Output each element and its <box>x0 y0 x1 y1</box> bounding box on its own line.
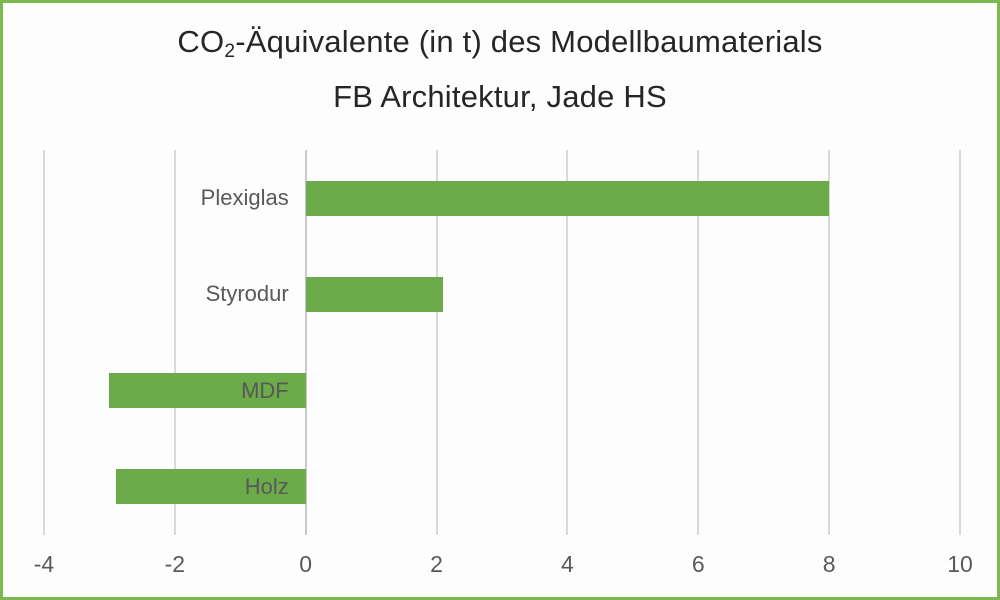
gridline-2 <box>435 150 438 535</box>
gridline--4 <box>43 150 45 535</box>
chart-title-line2: FB Architektur, Jade HS <box>333 79 667 114</box>
gridline-10 <box>959 150 961 535</box>
x-tick-label-8: 8 <box>822 551 836 577</box>
bar-styrodur <box>305 276 444 312</box>
category-label-styrodur: Styrodur <box>205 281 289 307</box>
category-label-plexiglas: Plexiglas <box>200 185 289 211</box>
category-label-mdf: MDF <box>241 377 289 403</box>
x-tick-label-10: 10 <box>947 551 973 577</box>
x-axis-labels: -4 -2 0 2 4 6 8 10 <box>34 535 973 595</box>
chart-title-line1: CO2-Äquivalente (in t) des Modellbaumate… <box>177 24 823 62</box>
gridline-4 <box>566 150 569 535</box>
bar-mdf <box>109 373 306 409</box>
x-tick-label-4: 4 <box>561 551 574 577</box>
gridline-6 <box>697 150 700 535</box>
gridline-8 <box>828 150 831 535</box>
x-tick-label--4: -4 <box>33 551 55 577</box>
x-tick-label-6: 6 <box>691 551 705 577</box>
axis-zero-line <box>304 150 307 535</box>
plot-area: Plexiglas Styrodur MDF Holz <box>43 150 961 535</box>
x-tick-label--2: -2 <box>164 551 186 577</box>
category-label-holz: Holz <box>244 473 289 499</box>
title-subscript: 2 <box>224 40 236 62</box>
gridline--2 <box>173 150 176 535</box>
bar-holz <box>115 469 306 505</box>
bar-plexiglas <box>305 180 830 216</box>
x-tick-label-2: 2 <box>430 551 443 577</box>
x-tick-label-0: 0 <box>299 551 313 577</box>
chart-title: CO2-Äquivalente (in t) des Modellbaumate… <box>3 17 997 122</box>
